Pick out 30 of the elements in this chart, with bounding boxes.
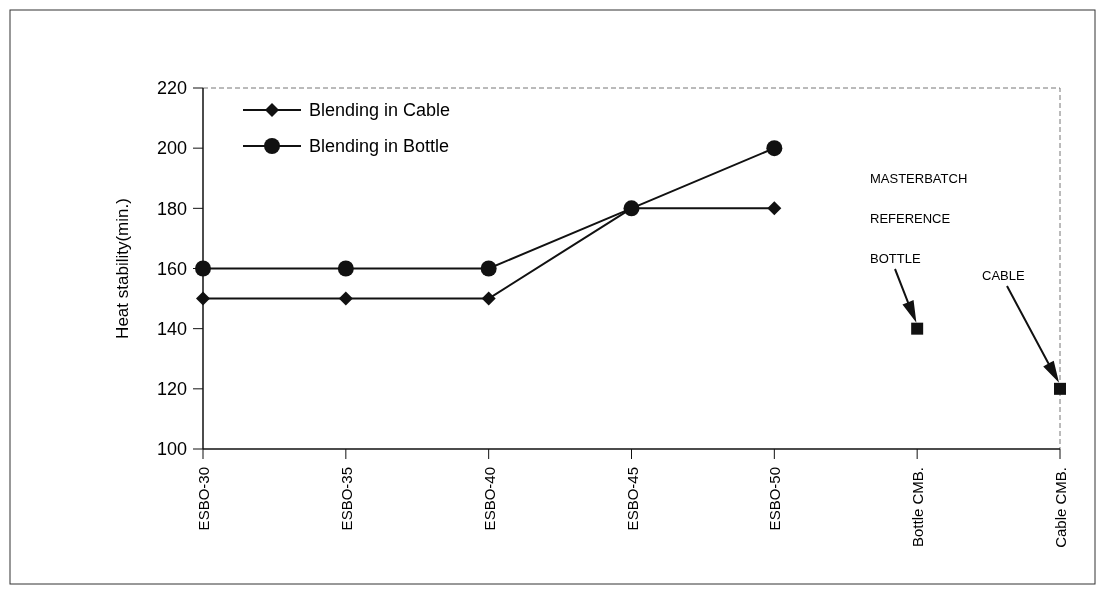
point <box>767 201 782 216</box>
point <box>480 260 497 277</box>
y-axis-title: Heat stability(min.) <box>113 198 132 339</box>
x-tick-label: Bottle CMB. <box>909 467 927 548</box>
y-tick-label: 220 <box>156 78 187 99</box>
x-tick-label: Cable CMB. <box>1052 467 1069 548</box>
y-tick-label: 160 <box>156 258 187 279</box>
x-tick-label: ESBO-45 <box>623 467 641 531</box>
point <box>338 291 353 306</box>
annotation: REFERENCE <box>870 211 951 226</box>
y-tick-label: 140 <box>156 318 187 339</box>
point <box>766 140 783 157</box>
y-tick-label: 180 <box>156 198 187 219</box>
x-tick-label: ESBO-50 <box>766 467 784 531</box>
y-tick-label: 100 <box>156 439 187 460</box>
point <box>337 260 354 277</box>
annotation: MASTERBATCH <box>870 171 968 186</box>
point <box>196 291 210 306</box>
annotation: CABLE <box>982 268 1025 283</box>
legend-label: Blending in Bottle <box>309 136 450 157</box>
x-tick-label: ESBO-30 <box>195 467 212 531</box>
annotation: BOTTLE <box>870 251 921 266</box>
y-tick-label: 120 <box>156 379 187 400</box>
point <box>481 291 496 306</box>
legend-label: Blending in Cable <box>309 100 451 121</box>
x-tick-label: ESBO-35 <box>337 467 355 531</box>
y-tick-label: 200 <box>156 138 187 159</box>
x-tick-label: ESBO-40 <box>480 467 498 531</box>
point <box>911 322 924 335</box>
point <box>1054 382 1066 395</box>
